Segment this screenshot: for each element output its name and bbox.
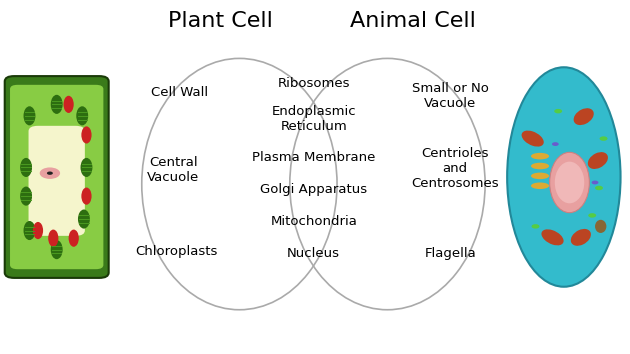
Ellipse shape xyxy=(20,158,32,177)
Ellipse shape xyxy=(76,106,88,125)
Ellipse shape xyxy=(20,187,32,206)
Ellipse shape xyxy=(595,220,606,233)
Ellipse shape xyxy=(541,229,564,245)
Text: Ribosomes: Ribosomes xyxy=(277,77,350,90)
Text: Centrioles
and
Centrosomes: Centrioles and Centrosomes xyxy=(411,147,499,190)
Ellipse shape xyxy=(23,106,35,125)
Circle shape xyxy=(552,142,559,146)
Text: Endoplasmic
Reticulum: Endoplasmic Reticulum xyxy=(272,104,356,133)
Ellipse shape xyxy=(51,95,62,114)
Circle shape xyxy=(554,109,562,113)
Ellipse shape xyxy=(81,158,93,177)
Ellipse shape xyxy=(78,210,90,229)
Ellipse shape xyxy=(64,96,74,113)
Circle shape xyxy=(532,224,539,229)
Ellipse shape xyxy=(51,240,62,259)
FancyBboxPatch shape xyxy=(28,126,85,236)
Ellipse shape xyxy=(531,173,549,179)
Circle shape xyxy=(588,213,596,218)
Ellipse shape xyxy=(507,67,621,287)
Circle shape xyxy=(600,136,607,141)
Ellipse shape xyxy=(571,229,591,246)
Text: Golgi Apparatus: Golgi Apparatus xyxy=(260,183,367,196)
Circle shape xyxy=(40,167,60,179)
Ellipse shape xyxy=(48,230,59,247)
Ellipse shape xyxy=(81,188,91,205)
Text: Plasma Membrane: Plasma Membrane xyxy=(252,151,375,164)
Ellipse shape xyxy=(522,131,544,147)
Circle shape xyxy=(595,186,603,190)
FancyBboxPatch shape xyxy=(4,76,108,278)
Circle shape xyxy=(47,171,53,175)
Text: Animal Cell: Animal Cell xyxy=(350,11,476,31)
Ellipse shape xyxy=(588,152,608,169)
Ellipse shape xyxy=(531,153,549,159)
Ellipse shape xyxy=(69,230,79,247)
Text: Cell Wall: Cell Wall xyxy=(151,86,208,98)
Ellipse shape xyxy=(33,222,43,239)
Ellipse shape xyxy=(549,152,590,213)
Text: Small or No
Vacuole: Small or No Vacuole xyxy=(412,81,489,110)
Text: Nucleus: Nucleus xyxy=(287,247,340,259)
Ellipse shape xyxy=(531,163,549,169)
Ellipse shape xyxy=(555,162,584,203)
Ellipse shape xyxy=(23,221,35,240)
FancyBboxPatch shape xyxy=(10,85,103,269)
Circle shape xyxy=(592,181,598,184)
Text: Mitochondria: Mitochondria xyxy=(270,215,357,228)
Ellipse shape xyxy=(81,126,91,144)
Text: Plant Cell: Plant Cell xyxy=(168,11,273,31)
Text: Flagella: Flagella xyxy=(425,247,476,259)
Text: Central
Vacuole: Central Vacuole xyxy=(147,156,199,184)
Ellipse shape xyxy=(531,183,549,189)
Text: Chloroplasts: Chloroplasts xyxy=(135,245,217,258)
Ellipse shape xyxy=(574,108,593,125)
